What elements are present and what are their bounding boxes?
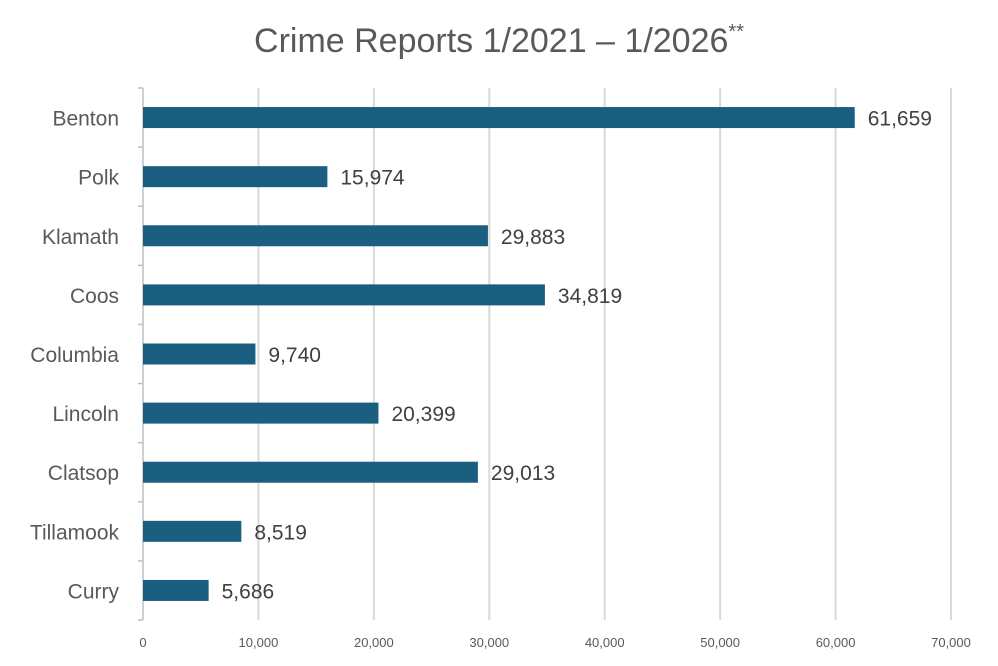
data-label-benton: 61,659 xyxy=(868,108,932,131)
x-tick-label: 20,000 xyxy=(354,635,394,650)
chart-title-superscript: ** xyxy=(728,21,744,43)
bar-tillamook xyxy=(143,520,242,542)
data-label-klamath: 29,883 xyxy=(501,226,565,249)
bars xyxy=(143,107,855,601)
bar-benton xyxy=(143,107,855,129)
category-labels: Benton Polk Klamath Coos Columbia Lincoln Clat… xyxy=(30,108,120,604)
bar-curry xyxy=(143,579,209,601)
bar-clatsop xyxy=(143,461,478,483)
bar-klamath xyxy=(143,225,488,247)
category-label-columbia: Columbia xyxy=(30,344,119,367)
x-tick-label: 40,000 xyxy=(585,635,625,650)
bar-polk xyxy=(143,166,328,188)
chart-title: Crime Reports 1/2021 – 1/2026** xyxy=(254,21,744,60)
x-tick-label: 70,000 xyxy=(931,635,971,650)
data-label-tillamook: 8,519 xyxy=(254,521,307,544)
category-label-curry: Curry xyxy=(68,580,120,603)
data-label-lincoln: 20,399 xyxy=(391,403,455,426)
category-label-clatsop: Clatsop xyxy=(48,462,119,485)
category-axis xyxy=(138,87,144,621)
x-tick-label: 50,000 xyxy=(700,635,740,650)
bar-columbia xyxy=(143,343,256,365)
x-tick-label: 60,000 xyxy=(816,635,856,650)
bar-lincoln xyxy=(143,402,379,424)
x-tick-label: 10,000 xyxy=(239,635,279,650)
category-label-benton: Benton xyxy=(52,108,119,131)
category-label-lincoln: Lincoln xyxy=(52,403,119,426)
bar-coos xyxy=(143,284,545,306)
data-label-clatsop: 29,013 xyxy=(491,462,555,485)
x-axis-tick-labels: 0 10,000 20,000 30,000 40,000 50,000 60,000 70,… xyxy=(139,635,971,650)
data-label-curry: 5,686 xyxy=(222,580,275,603)
category-label-klamath: Klamath xyxy=(42,226,119,249)
chart-title-text: Crime Reports 1/2021 – 1/2026 xyxy=(254,22,728,60)
data-label-polk: 15,974 xyxy=(340,167,405,190)
x-tick-label: 0 xyxy=(139,635,146,650)
category-label-tillamook: Tillamook xyxy=(30,521,120,544)
data-label-columbia: 9,740 xyxy=(268,344,321,367)
gridlines xyxy=(257,88,952,620)
category-label-polk: Polk xyxy=(78,167,119,190)
data-label-coos: 34,819 xyxy=(558,285,622,308)
x-tick-label: 30,000 xyxy=(469,635,509,650)
category-label-coos: Coos xyxy=(70,285,119,308)
data-labels: 61,659 15,974 29,883 34,819 9,740 20,399 29,01… xyxy=(222,108,932,604)
